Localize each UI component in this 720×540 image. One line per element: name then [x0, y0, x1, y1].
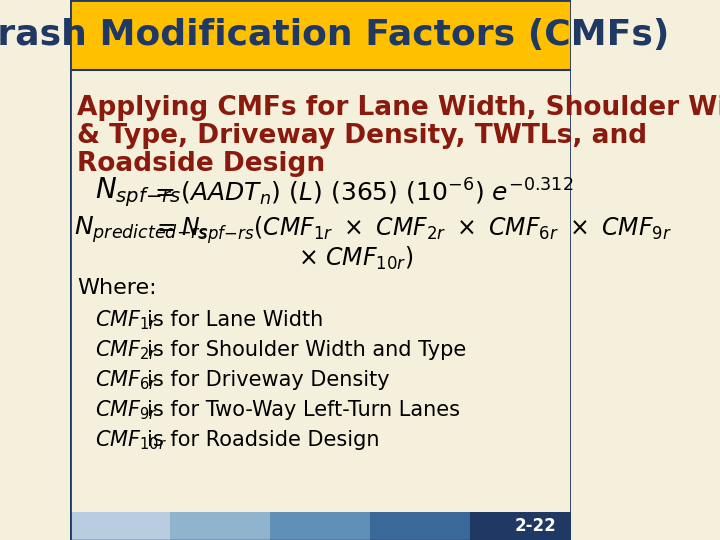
Text: is for Two-Way Left-Turn Lanes: is for Two-Way Left-Turn Lanes — [147, 400, 459, 420]
FancyBboxPatch shape — [270, 512, 370, 540]
Text: is for Shoulder Width and Type: is for Shoulder Width and Type — [147, 340, 466, 360]
Text: $CMF_{1r}$: $CMF_{1r}$ — [94, 308, 157, 332]
Text: $= (AADT_n)\ (L)\ (365)\ (10^{-6})\ e^{-0.312}$: $= (AADT_n)\ (L)\ (365)\ (10^{-6})\ e^{-… — [150, 176, 574, 208]
Text: $CMF_{2r}$: $CMF_{2r}$ — [94, 338, 157, 362]
FancyBboxPatch shape — [370, 512, 470, 540]
Text: is for Roadside Design: is for Roadside Design — [147, 430, 379, 450]
Text: $N_{predicted\mathrm{-}rs}$: $N_{predicted\mathrm{-}rs}$ — [73, 214, 208, 245]
Text: Crash Modification Factors (CMFs): Crash Modification Factors (CMFs) — [0, 18, 670, 52]
Text: $N_{spf\mathrm{-}rs}$: $N_{spf\mathrm{-}rs}$ — [94, 175, 181, 209]
Text: is for Lane Width: is for Lane Width — [147, 310, 323, 330]
FancyBboxPatch shape — [170, 512, 270, 540]
Text: is for Driveway Density: is for Driveway Density — [147, 370, 390, 390]
FancyBboxPatch shape — [70, 0, 570, 70]
Text: $\times\ CMF_{10r})$: $\times\ CMF_{10r})$ — [298, 245, 414, 272]
Text: $= N_{spf\mathrm{-}rs}(CMF_{1r}\ \times\ CMF_{2r}\ \times\ CMF_{6r}\ \times\ CMF: $= N_{spf\mathrm{-}rs}(CMF_{1r}\ \times\… — [152, 214, 672, 246]
Text: & Type, Driveway Density, TWTLs, and: & Type, Driveway Density, TWTLs, and — [77, 123, 647, 149]
Text: Roadside Design: Roadside Design — [77, 151, 325, 177]
FancyBboxPatch shape — [70, 512, 170, 540]
Text: $CMF_{6r}$: $CMF_{6r}$ — [94, 368, 157, 392]
Text: Applying CMFs for Lane Width, Shoulder Width: Applying CMFs for Lane Width, Shoulder W… — [77, 95, 720, 121]
Text: Where:: Where: — [77, 278, 157, 298]
FancyBboxPatch shape — [470, 512, 570, 540]
Text: 2-22: 2-22 — [515, 517, 557, 535]
Text: $CMF_{9r}$: $CMF_{9r}$ — [94, 398, 157, 422]
Text: $CMF_{10r}$: $CMF_{10r}$ — [94, 428, 166, 452]
